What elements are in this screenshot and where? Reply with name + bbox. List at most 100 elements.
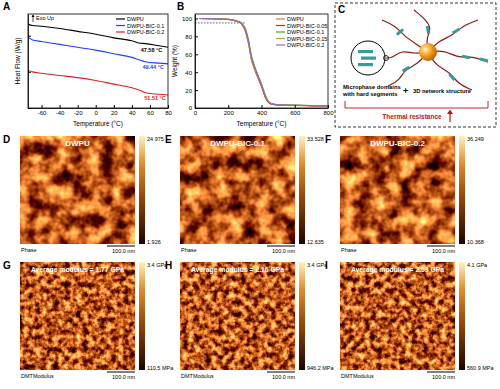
x-tick: 0 — [95, 105, 99, 116]
x-tick-label: 0 — [194, 110, 198, 116]
x-tick-label: 0 — [95, 110, 99, 116]
annotation: 51.51 °C — [144, 95, 165, 101]
y-axis-line — [195, 15, 196, 109]
afm-channel: Phase — [181, 247, 197, 253]
panel-label: G — [3, 260, 11, 271]
data-line — [199, 18, 328, 106]
scale-bar-label: 100.0 nm — [272, 248, 295, 254]
hard-segment — [426, 26, 430, 34]
y-tick: 20 — [185, 88, 198, 94]
afm-panel: DWPU-BIC-0.236.24910.368Phase100.0 nm — [340, 136, 484, 254]
y-tick: 40 — [185, 70, 198, 76]
afm-panel: DWPU24.9751.926Phase100.0 nm — [20, 136, 164, 254]
legend-swatch — [276, 31, 285, 32]
x-axis-line — [29, 108, 169, 109]
y-tick-label: 0 — [189, 105, 193, 111]
colorbar-max: 3.4 GPa — [307, 262, 328, 268]
y-axis-title: Heat Flow (W/g) — [14, 38, 22, 85]
legend: DWPUDWPU-BIC-0.05DWPU-BIC-0.1DWPU-BIC-0.… — [276, 16, 327, 48]
afm-panel: Average modulus = 1.77 GPa3.4 GPa110.5 M… — [20, 262, 174, 380]
y-axis-title: Weight (%) — [171, 45, 179, 77]
panel-label: A — [3, 1, 10, 12]
data-line — [199, 18, 328, 105]
x-tick-mark — [150, 105, 151, 108]
legend-label: DWPU-BIC-0.1 — [127, 23, 164, 29]
y-tick-mark — [195, 36, 198, 37]
legend-swatch — [276, 44, 285, 45]
x-tick-mark — [295, 105, 296, 108]
legend: DWPUDWPU-BIC-0.1DWPU-BIC-0.2 — [116, 16, 164, 35]
y-tick — [28, 108, 31, 109]
y-tick-mark — [195, 90, 198, 91]
x-tick-label: 40 — [129, 110, 136, 116]
afm-title: DWPU-BIC-0.2 — [370, 139, 425, 148]
scale-bar-label: 100.0 nm — [112, 374, 135, 380]
x-tick-label: 800 — [323, 110, 334, 116]
scale-bar-label: 100.0 nm — [272, 374, 295, 380]
plot-frame — [195, 14, 328, 108]
afm-image — [340, 136, 455, 244]
legend-label: DWPU-BIC-0.05 — [287, 23, 327, 29]
exo-arrow — [33, 15, 34, 22]
x-tick: -60 — [38, 105, 47, 116]
plot-area — [28, 24, 168, 95]
diagram-frame — [335, 3, 496, 127]
scale-bar — [107, 372, 135, 373]
threshold-line — [195, 22, 245, 23]
afm-title: Average modulus = 2.16 GPa — [191, 266, 284, 274]
plot-area — [195, 18, 328, 106]
colorbar-max: 33.528 — [307, 136, 324, 142]
microphase-spot — [384, 56, 389, 61]
y-tick — [28, 36, 31, 37]
colorbar-max: 24.975 — [147, 136, 164, 142]
data-line — [28, 37, 168, 64]
annotation: 47.58 °C — [141, 47, 162, 53]
diagram-result: Thermal resistance — [382, 113, 442, 120]
y-tick-mark — [195, 18, 198, 19]
x-tick-mark — [262, 105, 263, 108]
hard-segment — [358, 63, 373, 66]
afm-title: DWPU-BIC-0.1 — [210, 139, 265, 148]
afm-image — [20, 136, 135, 244]
x-axis-line — [196, 108, 329, 109]
scale-bar — [107, 246, 135, 247]
x-tick: 80 — [165, 105, 172, 116]
x-axis-title: Temperature (°C) — [73, 120, 123, 128]
diagram-arrow-head — [447, 110, 453, 115]
polymer-chain — [428, 51, 488, 62]
x-tick-mark — [60, 105, 61, 108]
panel-label: C — [338, 4, 345, 15]
hard-segment — [358, 50, 373, 53]
afm-channel: Phase — [341, 247, 357, 253]
colorbar-min: 1.926 — [147, 239, 161, 245]
x-tick-label: 600 — [290, 110, 301, 116]
y-tick — [28, 72, 31, 73]
x-axis: -60-40-20020406080 — [29, 105, 173, 116]
x-tick-mark — [228, 105, 229, 108]
afm-image — [20, 262, 135, 370]
chart: 0200400600800020406080100Temperature (°C… — [171, 14, 334, 128]
legend-label: DWPU-BIC-0.1 — [287, 29, 324, 35]
x-tick-mark — [132, 105, 133, 108]
data-line — [28, 70, 168, 95]
x-tick-label: -20 — [74, 110, 83, 116]
panel-label: B — [177, 1, 184, 12]
x-tick-label: -40 — [56, 110, 65, 116]
x-tick: 20 — [111, 105, 118, 116]
legend-swatch — [116, 31, 125, 32]
afm-channel: Phase — [21, 247, 37, 253]
x-axis-title: Temperature (°C) — [237, 120, 287, 128]
hard-segment — [448, 73, 455, 81]
hard-segment — [361, 57, 376, 60]
x-tick-mark — [114, 105, 115, 108]
exo-label: Exo Up — [36, 15, 54, 21]
y-tick-label: 60 — [185, 52, 192, 58]
hard-segment — [452, 28, 460, 35]
y-tick-mark — [28, 36, 31, 37]
colorbar-max: 4.1 GPa — [467, 262, 488, 268]
y-tick-mark — [195, 54, 198, 55]
panel-label: D — [3, 134, 10, 145]
diagram: Microphase domainswith hard segments+3D … — [335, 3, 496, 127]
y-tick-mark — [28, 108, 31, 109]
legend-label: DWPU — [127, 16, 144, 22]
